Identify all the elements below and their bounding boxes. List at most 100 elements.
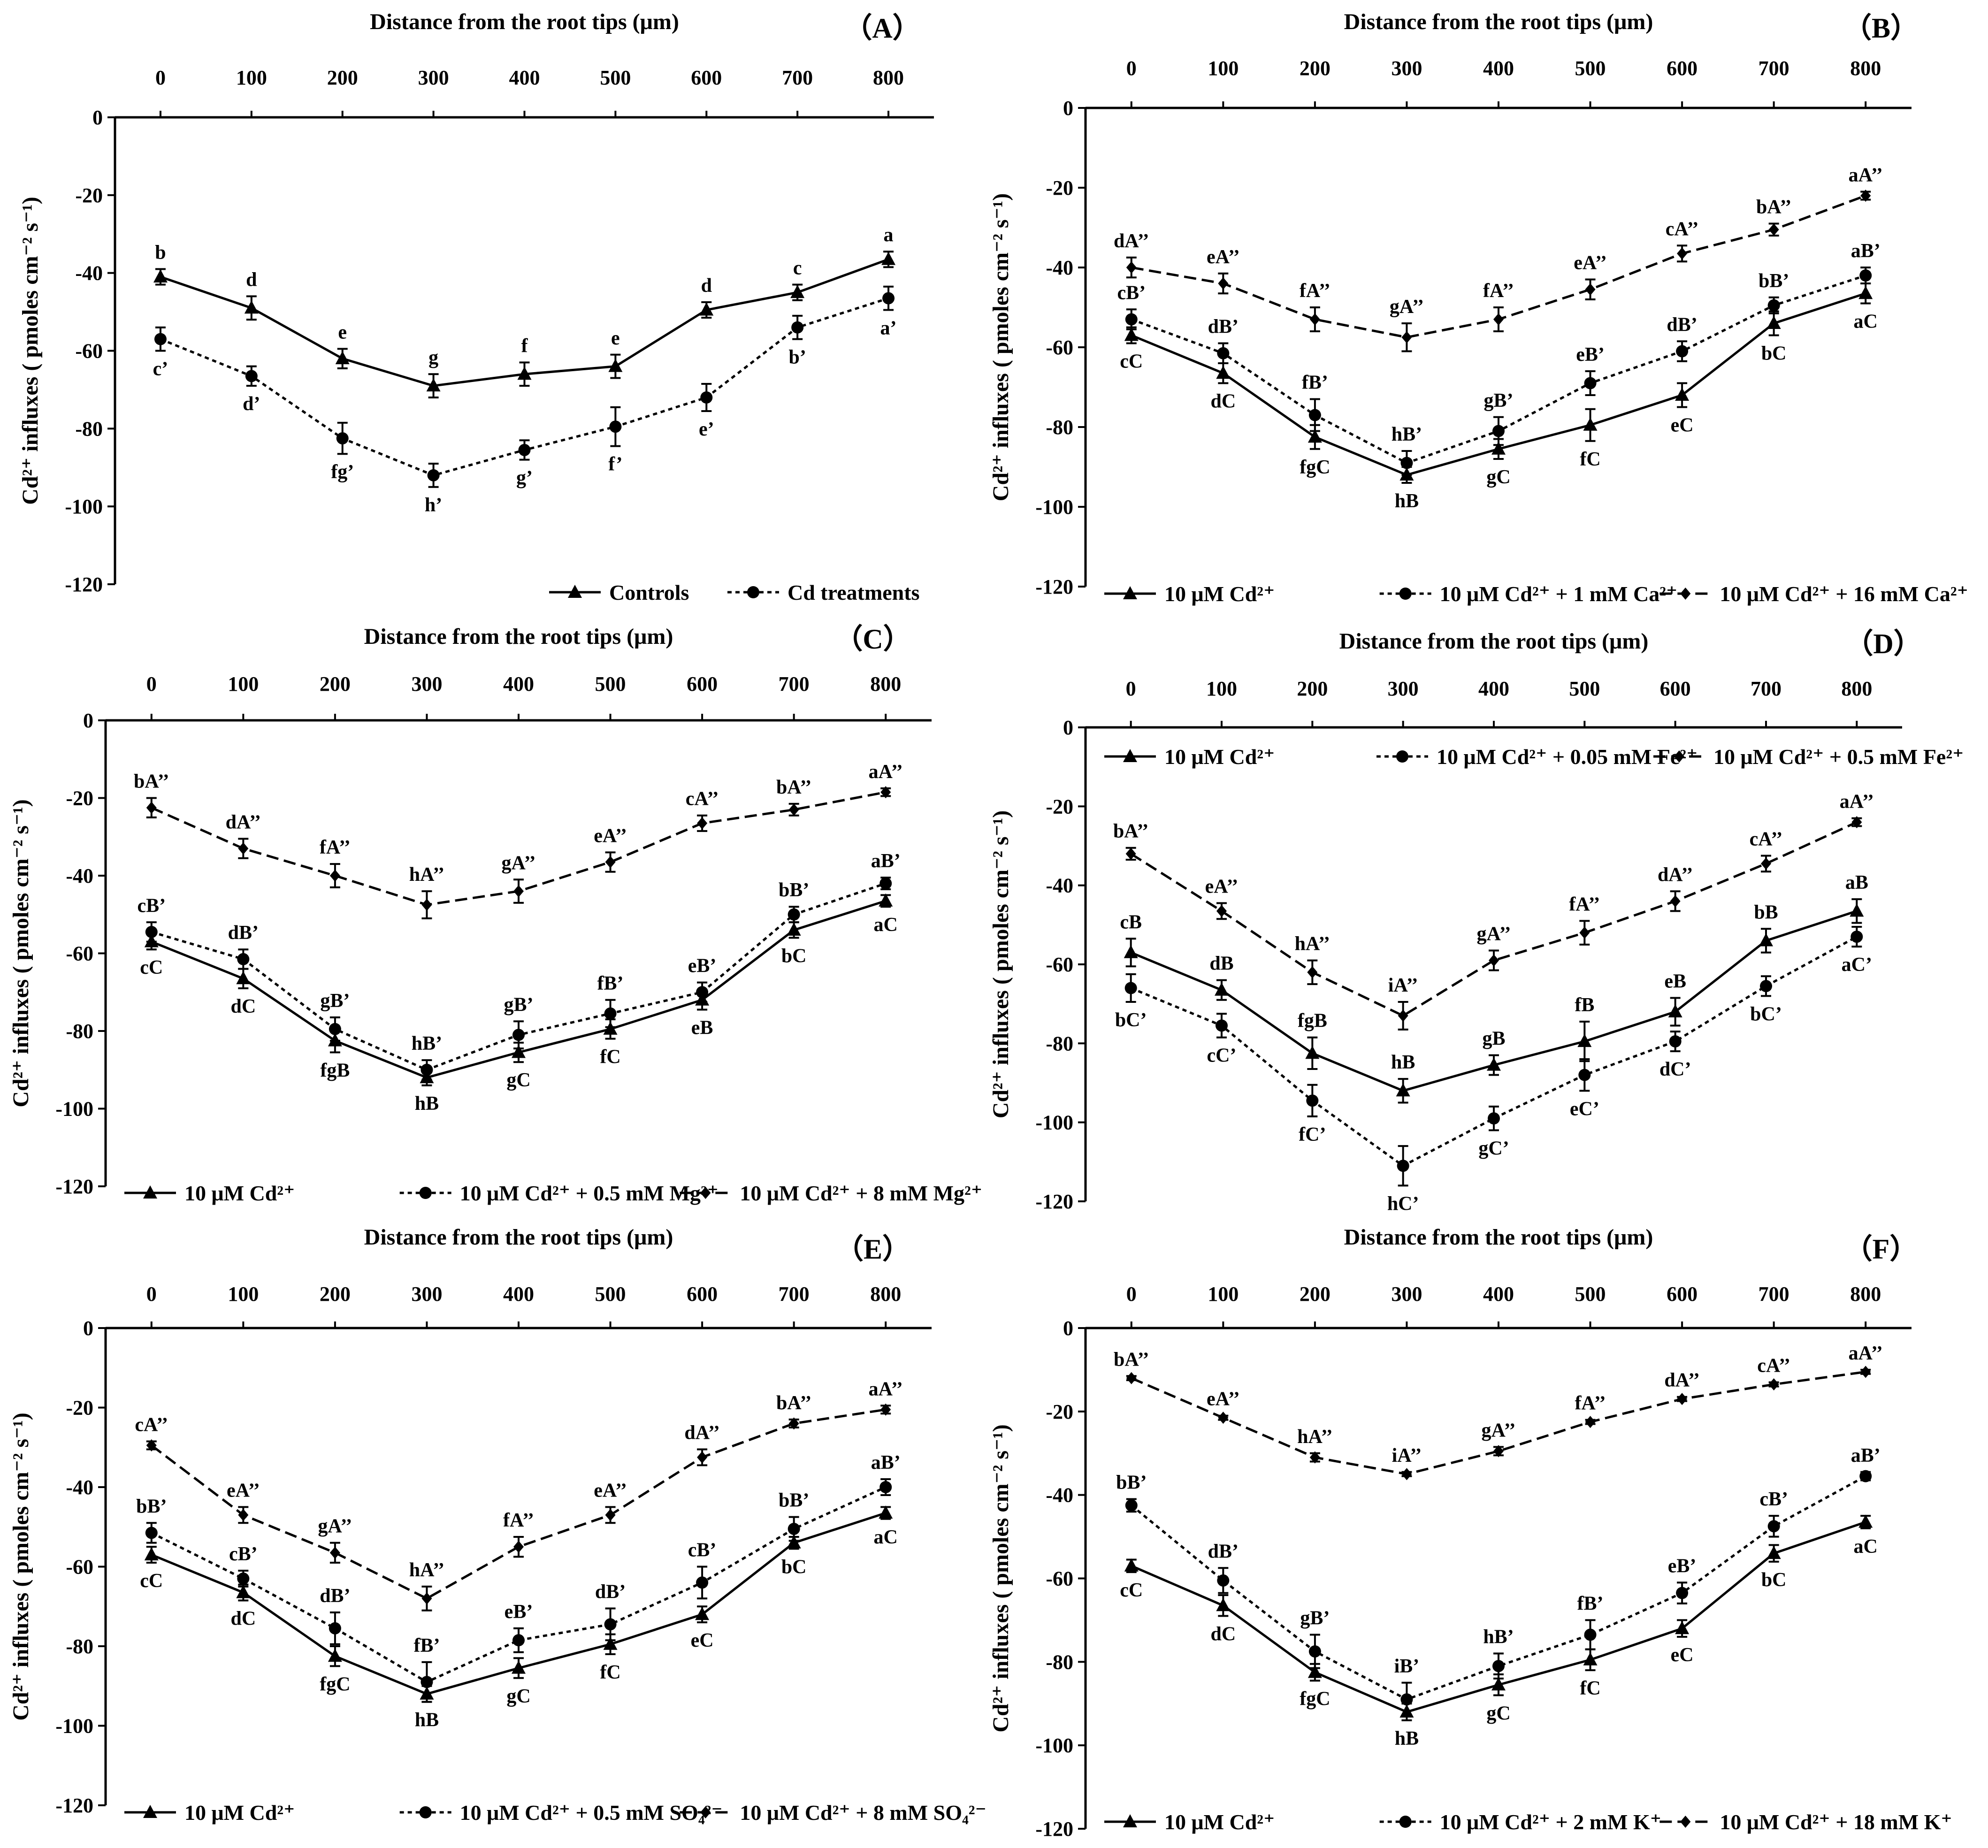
series-e-2: cA’’ eA’’ gA’’ hA’’ fA’’ eA’’ dA’’ bA’’ aA’’ — [135, 1378, 903, 1611]
point-label-c-0-8: aC — [874, 914, 898, 936]
x-tick-label-f-5: 500 — [1575, 1283, 1606, 1306]
legend-marker-c-1 — [419, 1187, 432, 1199]
legend-marker-a-0 — [568, 585, 582, 598]
point-f-2-1 — [1218, 1412, 1229, 1424]
y-tick-label-a-2: -40 — [75, 262, 103, 285]
chart-panel-e: Distance from the root tips (μm) （E） 0 -20 -… — [0, 1225, 994, 1844]
point-label-e-1-4: eB’ — [505, 1601, 533, 1623]
y-tick-label-c-2: -40 — [66, 864, 93, 887]
point-e-1-6 — [696, 1576, 709, 1589]
y-tick-label-e-6: -120 — [55, 1794, 93, 1817]
point-label-c-1-0: cB’ — [137, 895, 166, 916]
legend-marker-d-2 — [1674, 750, 1684, 763]
point-c-2-3 — [421, 899, 432, 911]
point-b-2-3 — [1401, 331, 1412, 344]
point-label-c-2-3: hA’’ — [409, 864, 444, 886]
legend-c: 10 μM Cd²⁺ 10 μM Cd²⁺ + 0.5 mM Mg²⁺ 10 μM … — [124, 1181, 982, 1205]
series-c-0: cC dC fgB hB gC fC eB bC aC — [140, 893, 898, 1115]
x-tick-label-f-2: 200 — [1300, 1283, 1330, 1306]
point-label-d-2-6: dA’’ — [1658, 864, 1693, 886]
point-a-0-8 — [881, 252, 896, 265]
point-label-c-0-0: cC — [140, 957, 163, 978]
point-e-2-2 — [329, 1546, 340, 1559]
point-label-e-1-3: fB’ — [413, 1635, 440, 1657]
point-f-1-2 — [1308, 1645, 1321, 1658]
point-f-1-5 — [1584, 1628, 1597, 1641]
legend-marker-e-1 — [419, 1806, 432, 1818]
x-tick-label-e-2: 200 — [320, 1283, 351, 1306]
point-c-1-5 — [604, 1007, 617, 1020]
legend-marker-e-2 — [700, 1806, 711, 1818]
point-a-1-8 — [882, 292, 895, 305]
point-label-f-1-0: bB’ — [1116, 1472, 1147, 1494]
point-label-f-1-1: dB’ — [1208, 1541, 1239, 1562]
point-label-f-0-0: cC — [1120, 1580, 1143, 1601]
point-label-c-2-7: bA’’ — [776, 777, 811, 798]
point-label-e-1-7: bB’ — [779, 1490, 809, 1512]
panel-label-c: （C） — [834, 623, 911, 655]
point-f-0-1 — [1216, 1598, 1231, 1611]
point-d-2-4 — [1489, 954, 1499, 967]
point-e-2-8 — [880, 1403, 891, 1416]
point-f-1-4 — [1492, 1660, 1505, 1672]
chart-svg-f: Distance from the root tips (μm) （F） 0 -20 -… — [988, 1225, 1952, 1840]
y-tick-label-d-6: -120 — [1035, 1190, 1073, 1213]
point-label-b-2-7: bA’’ — [1756, 197, 1791, 218]
x-tick-label-a-3: 300 — [418, 66, 449, 89]
point-label-c-2-6: cA’’ — [686, 788, 719, 810]
chart-panel-f: Distance from the root tips (μm) （F） 0 -20 -… — [988, 1225, 1988, 1844]
point-e-1-1 — [237, 1572, 250, 1585]
point-e-1-0 — [145, 1527, 158, 1539]
point-label-a-0-7: c — [793, 258, 802, 279]
point-e-1-3 — [421, 1676, 433, 1688]
point-label-b-1-6: dB’ — [1667, 314, 1697, 336]
point-label-f-0-6: eC — [1671, 1644, 1694, 1666]
x-tick-label-b-3: 300 — [1391, 57, 1422, 80]
point-c-1-6 — [696, 986, 709, 999]
point-label-c-1-3: hB’ — [412, 1033, 442, 1054]
x-tick-label-d-2: 200 — [1297, 677, 1328, 700]
point-c-0-7 — [787, 922, 801, 936]
series-f-0: cC dC fgC hB gC fC eC bC aC — [1120, 1514, 1878, 1749]
series-a-1: c’ d’ fg’ h’ g’ f’ e’ b’ a’ — [153, 285, 897, 516]
point-label-e-2-2: gA’’ — [318, 1516, 352, 1537]
point-label-e-2-7: bA’’ — [776, 1392, 811, 1414]
point-e-2-0 — [146, 1439, 157, 1452]
y-axis-title-a: Cd²⁺ influxes ( pmoles cm⁻² s⁻¹) — [18, 197, 43, 505]
point-label-f-1-6: eB’ — [1668, 1555, 1697, 1577]
point-e-2-7 — [788, 1417, 799, 1430]
point-d-0-2 — [1305, 1046, 1320, 1059]
point-b-2-5 — [1585, 283, 1596, 296]
point-b-0-6 — [1675, 388, 1690, 401]
y-tick-label-a-0: 0 — [92, 106, 103, 129]
point-label-c-2-2: fA’’ — [320, 837, 351, 858]
y-tick-label-e-4: -80 — [66, 1635, 93, 1658]
point-label-a-1-4: g’ — [516, 467, 533, 489]
point-c-0-8 — [879, 893, 893, 907]
point-label-f-1-4: hB’ — [1483, 1627, 1514, 1648]
x-tick-label-d-6: 600 — [1660, 677, 1691, 700]
point-e-0-1 — [236, 1585, 251, 1598]
point-label-d-1-3: hC’ — [1387, 1193, 1419, 1214]
y-tick-label-b-4: -80 — [1046, 416, 1073, 439]
x-axis-title-a: Distance from the root tips (μm) — [370, 9, 679, 34]
point-label-a-0-1: d — [246, 269, 257, 290]
point-label-c-0-3: hB — [415, 1093, 439, 1115]
point-label-f-2-5: fA’’ — [1575, 1393, 1606, 1414]
legend-marker-f-0 — [1123, 1814, 1137, 1827]
point-label-a-1-7: b’ — [788, 347, 806, 368]
x-tick-label-c-8: 800 — [870, 672, 901, 695]
x-tick-label-a-0: 0 — [155, 66, 166, 89]
point-label-c-0-7: bC — [781, 945, 807, 967]
point-label-d-1-6: dC’ — [1659, 1059, 1691, 1080]
legend-marker-d-1 — [1396, 750, 1408, 763]
point-label-d-2-4: gA’’ — [1476, 924, 1511, 945]
legend-label-f-2: 10 μM Cd²⁺ + 18 mM K⁺ — [1720, 1810, 1952, 1834]
point-e-0-5 — [603, 1636, 618, 1650]
point-d-1-4 — [1488, 1112, 1500, 1125]
legend-label-b-1: 10 μM Cd²⁺ + 1 mM Ca²⁺ — [1440, 582, 1678, 606]
point-d-2-5 — [1579, 926, 1590, 939]
point-label-d-2-0: bA’’ — [1113, 821, 1148, 842]
point-label-f-0-4: gC — [1486, 1703, 1510, 1724]
y-tick-label-b-2: -40 — [1046, 256, 1073, 279]
